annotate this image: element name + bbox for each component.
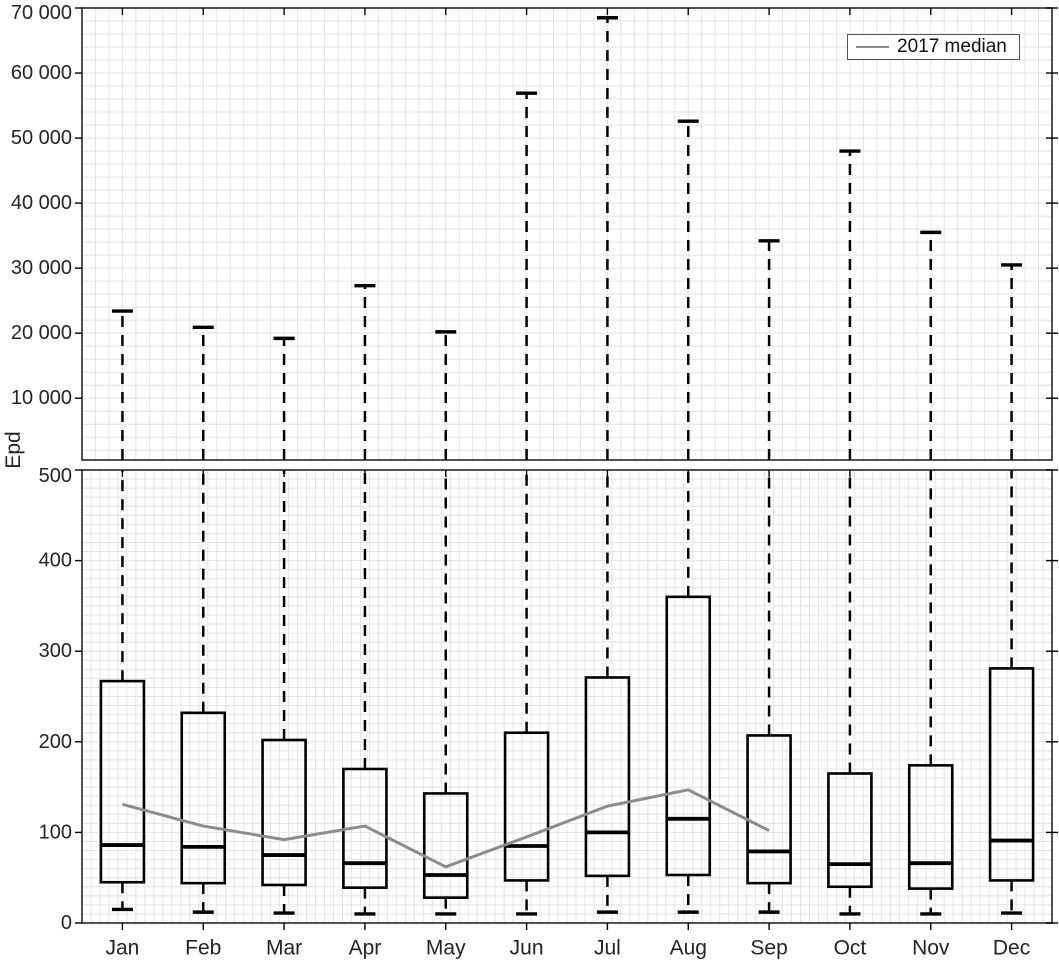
iqr-box xyxy=(988,667,1035,882)
iqr-box xyxy=(907,764,954,890)
box-group-feb xyxy=(180,325,227,914)
box-group-oct xyxy=(827,149,873,916)
x-tick-label-aug: Aug xyxy=(670,937,707,960)
box-group-aug xyxy=(665,119,712,914)
line-2017-median xyxy=(122,788,770,869)
axes xyxy=(81,7,1053,924)
box-group-apr xyxy=(342,284,388,916)
x-tick-label-dec: Dec xyxy=(993,937,1030,960)
box-group-sep xyxy=(746,239,792,914)
box-group-dec xyxy=(988,263,1035,915)
y-tick-label-top-panel: 20 000 xyxy=(11,322,72,344)
box-group-nov xyxy=(907,230,954,916)
iqr-box xyxy=(99,679,146,884)
x-tick-label-apr: Apr xyxy=(349,937,382,960)
iqr-box xyxy=(261,738,307,887)
iqr-box xyxy=(503,731,550,882)
box-group-mar xyxy=(261,336,307,915)
x-tick-label-jun: Jun xyxy=(510,937,544,960)
iqr-box xyxy=(422,792,469,899)
tick-labels: 10 000 20 000 30 000 40 000 50 000 60 000 70 0… xyxy=(11,2,1030,960)
iqr-box xyxy=(584,676,631,878)
box-group-jun xyxy=(503,91,550,916)
iqr-box xyxy=(746,734,792,885)
bottom-panel-border xyxy=(81,469,1053,924)
x-tick-label-jan: Jan xyxy=(105,937,139,960)
ticks xyxy=(75,7,1058,930)
y-tick-label-top-panel: 60 000 xyxy=(11,62,72,84)
y-tick-label-bottom-panel: 400 xyxy=(39,550,72,572)
y-tick-label-bottom-panel: 100 xyxy=(39,821,72,843)
y-tick-label-bottom-panel: 200 xyxy=(39,731,72,753)
x-tick-label-nov: Nov xyxy=(912,937,950,960)
x-tick-label-feb: Feb xyxy=(185,937,221,960)
y-tick-label-top-panel: 50 000 xyxy=(11,127,72,149)
iqr-box xyxy=(665,595,712,877)
box-group-may xyxy=(422,330,469,916)
y-axis-label: Epd xyxy=(2,431,25,469)
x-tick-label-jul: Jul xyxy=(594,937,621,960)
box-group-jan xyxy=(99,309,146,912)
y-tick-label-top-panel: 10 000 xyxy=(11,387,72,409)
iqr-box xyxy=(180,711,227,885)
top-panel-border xyxy=(81,7,1053,461)
box-group-jul xyxy=(584,16,631,914)
x-tick-label-sep: Sep xyxy=(750,937,787,960)
y-tick-label-bottom-panel: 500 xyxy=(39,465,72,487)
y-tick-label-bottom-panel: 300 xyxy=(39,640,72,662)
y-tick-label-top-panel: 40 000 xyxy=(11,192,72,214)
y-tick-label-top-panel: 70 000 xyxy=(11,2,72,24)
y-tick-label-bottom-panel: 0 xyxy=(61,912,72,934)
grid-minor xyxy=(82,8,1052,923)
y-tick-label-top-panel: 30 000 xyxy=(11,257,72,279)
legend-label: 2017 median xyxy=(897,36,1007,57)
x-tick-label-may: May xyxy=(426,937,466,960)
legend: 2017 median xyxy=(847,34,1020,60)
x-tick-label-oct: Oct xyxy=(834,937,867,960)
iqr-box xyxy=(827,772,873,889)
box-series xyxy=(99,16,1035,916)
x-tick-label-mar: Mar xyxy=(266,937,302,960)
legend-line-sample xyxy=(856,46,889,48)
